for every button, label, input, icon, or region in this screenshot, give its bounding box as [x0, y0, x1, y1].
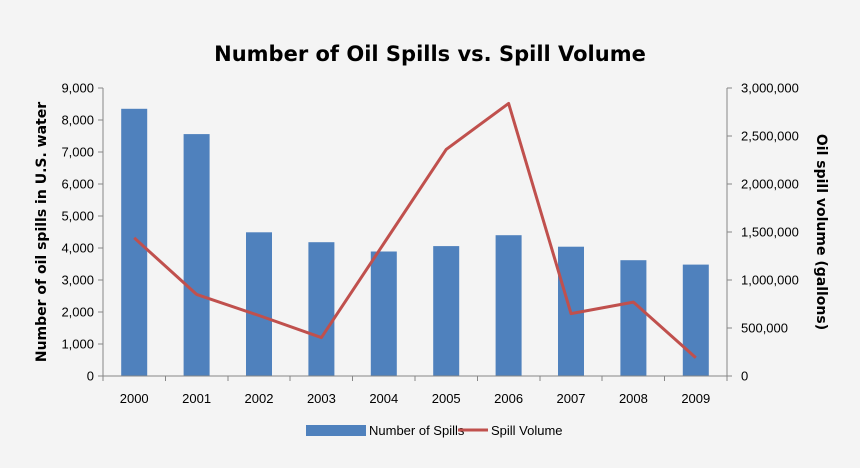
- bar-2004: [370, 251, 397, 376]
- left-tick-label: 4,000: [61, 241, 94, 256]
- right-tick-label: 2,500,000: [741, 129, 799, 144]
- right-tick-label: 1,000,000: [741, 273, 799, 288]
- x-tick-label: 2000: [120, 391, 149, 406]
- left-tick-label: 5,000: [61, 209, 94, 224]
- bar-2001: [183, 134, 210, 376]
- left-tick-label: 8,000: [61, 113, 94, 128]
- bars-group: [121, 108, 709, 377]
- bar-2006: [495, 235, 522, 376]
- legend: Number of Spills Spill Volume: [306, 423, 563, 438]
- legend-swatch-number-of-spills: [306, 425, 366, 436]
- bar-2009: [682, 264, 709, 376]
- legend-label-spill-volume: Spill Volume: [491, 423, 563, 438]
- left-tick-label: 3,000: [61, 273, 94, 288]
- x-tick-label: 2004: [369, 391, 398, 406]
- line-group: [133, 101, 697, 359]
- bar-2003: [308, 242, 335, 376]
- bar-2008: [620, 260, 647, 376]
- right-tick-label: 1,500,000: [741, 225, 799, 240]
- right-tick-label: 500,000: [741, 321, 788, 336]
- right-tick-label: 2,000,000: [741, 177, 799, 192]
- left-tick-label: 6,000: [61, 177, 94, 192]
- bar-2005: [433, 246, 460, 376]
- x-tick-label: 2002: [245, 391, 274, 406]
- left-tick-label: 7,000: [61, 145, 94, 160]
- x-tick-label: 2006: [494, 391, 523, 406]
- right-tick-label: 3,000,000: [741, 81, 799, 96]
- left-tick-label: 9,000: [61, 81, 94, 96]
- x-tick-label: 2008: [619, 391, 648, 406]
- x-tick-label: 2007: [557, 391, 586, 406]
- left-tick-label: 0: [87, 369, 94, 384]
- x-tick-label: 2003: [307, 391, 336, 406]
- x-tick-label: 2005: [432, 391, 461, 406]
- x-tick-label: 2009: [681, 391, 710, 406]
- bar-2000: [121, 108, 148, 377]
- right-tick-label: 0: [741, 369, 748, 384]
- left-tick-label: 1,000: [61, 337, 94, 352]
- spill-volume-line: [133, 101, 697, 359]
- left-tick-label: 2,000: [61, 305, 94, 320]
- right-axis-title: Oil spill volume (gallons): [813, 134, 829, 330]
- axes-group: 0 1,000 2,000 3,000 4,000 5,000 6,000 7,000 8,00…: [61, 81, 798, 407]
- left-axis-title: Number of oil spills in U.S. water: [34, 102, 50, 362]
- legend-label-number-of-spills: Number of Spills: [369, 423, 465, 438]
- bar-2002: [246, 232, 272, 376]
- x-tick-label: 2001: [182, 391, 211, 406]
- chart-title: Number of Oil Spills vs. Spill Volume: [214, 42, 646, 66]
